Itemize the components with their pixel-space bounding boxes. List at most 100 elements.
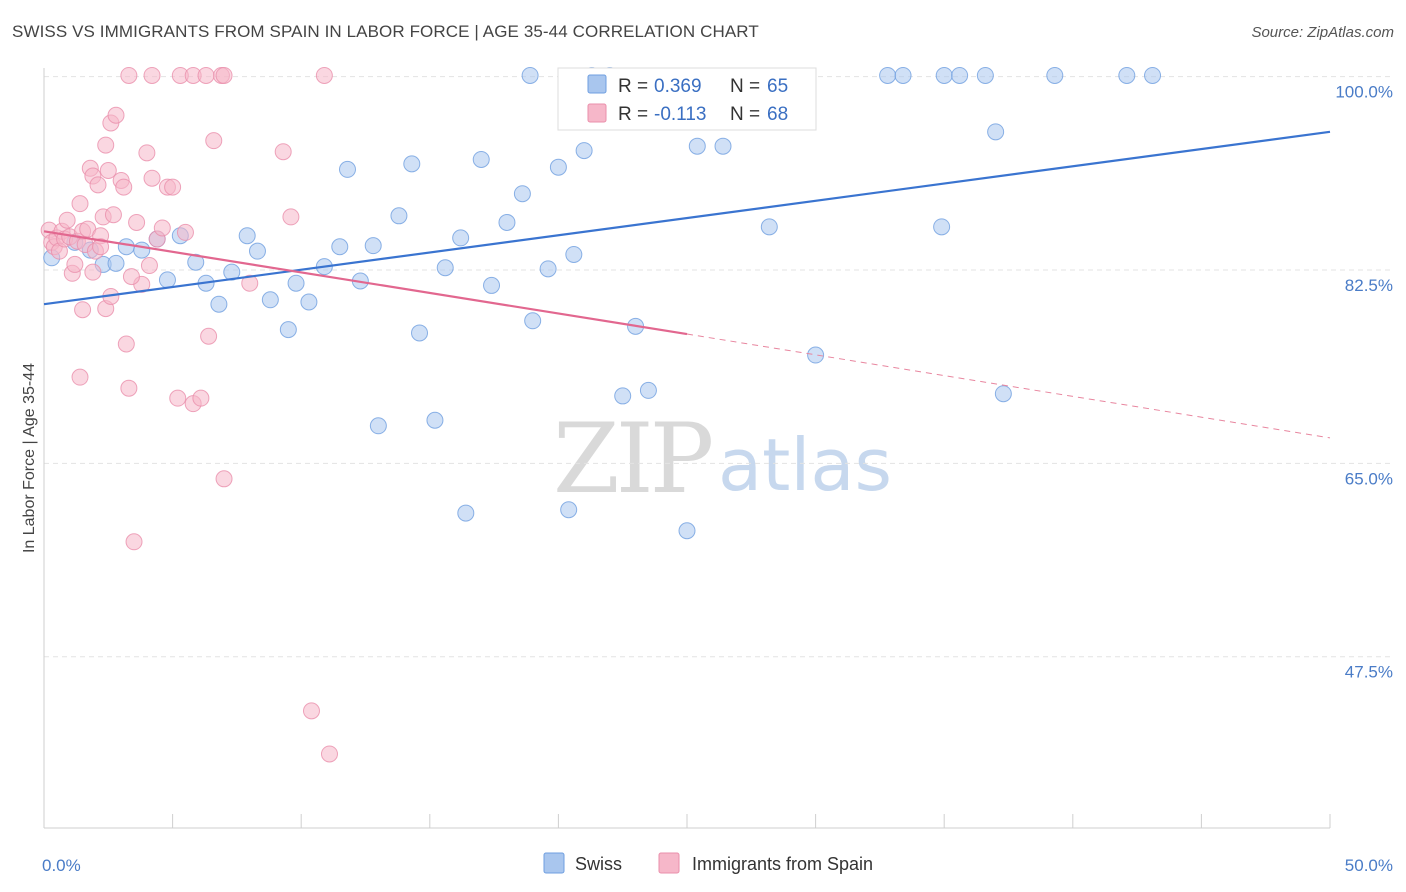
bottom-legend: Swiss Immigrants from Spain — [543, 852, 873, 874]
spain-point-37 — [138, 144, 156, 162]
swiss-point-36 — [513, 185, 531, 203]
swiss-point-33 — [472, 150, 490, 168]
spain-point-57 — [143, 66, 161, 84]
axes — [43, 68, 1331, 829]
source-label: Source: ZipAtlas.com — [1251, 24, 1394, 41]
spain-point-46 — [192, 389, 210, 407]
swiss-point-49 — [688, 137, 706, 155]
spain-point-52 — [274, 143, 292, 161]
spain-point-44 — [176, 223, 194, 241]
swiss-point-61 — [1046, 66, 1064, 84]
legend-swatch-swiss — [587, 74, 607, 94]
legend-r-label-spain: R = — [618, 104, 648, 125]
y-tick-label-0: 100.0% — [1335, 83, 1393, 102]
swiss-point-38 — [539, 260, 557, 278]
swiss-point-54 — [894, 66, 912, 84]
bottom-legend-swatch-spain — [658, 852, 680, 874]
legend-n-value-spain: 68 — [767, 104, 788, 125]
watermark-zip: ZIP — [553, 403, 712, 515]
swiss-point-21 — [331, 238, 349, 256]
swiss-point-45 — [614, 387, 632, 405]
spain-point-42 — [164, 178, 182, 196]
swiss-point-56 — [935, 66, 953, 84]
legend-n-value-swiss: 65 — [767, 76, 788, 97]
swiss-point-42 — [575, 142, 593, 160]
swiss-point-16 — [261, 291, 279, 309]
swiss-point-30 — [436, 259, 454, 277]
swiss-point-4 — [107, 254, 125, 272]
swiss-trend-line — [43, 130, 1331, 306]
swiss-point-25 — [369, 417, 387, 435]
spain-point-55 — [320, 745, 338, 763]
swiss-point-52 — [807, 346, 825, 364]
series-spain-points — [40, 66, 338, 763]
swiss-point-32 — [457, 504, 475, 522]
swiss-point-13 — [223, 263, 241, 281]
series-swiss-points — [43, 66, 1162, 540]
spain-point-19 — [89, 176, 107, 194]
spain-point-7 — [58, 211, 76, 229]
watermark: ZIP atlas — [553, 403, 892, 515]
spain-point-47 — [200, 327, 218, 345]
spain-trend-line — [43, 230, 688, 336]
x-tick-label-1: 50.0% — [1345, 856, 1393, 875]
spain-point-56 — [120, 66, 138, 84]
spain-point-12 — [71, 195, 89, 213]
spain-point-34 — [120, 379, 138, 397]
swiss-point-10 — [187, 253, 205, 271]
swiss-point-27 — [403, 155, 421, 173]
bottom-legend-label-swiss: Swiss — [575, 854, 622, 874]
spain-point-65 — [140, 257, 158, 275]
spain-point-53 — [282, 208, 300, 226]
spain-point-66 — [84, 263, 102, 281]
spain-point-50 — [215, 470, 233, 488]
gridlines — [44, 76, 1394, 658]
x-tick-labels: 0.0% 50.0% — [42, 856, 1393, 875]
spain-point-10 — [66, 255, 84, 273]
swiss-point-35 — [498, 213, 516, 231]
chart-title: SWISS VS IMMIGRANTS FROM SPAIN IN LABOR … — [12, 22, 759, 41]
spain-point-60 — [197, 66, 215, 84]
swiss-point-51 — [760, 218, 778, 236]
swiss-point-8 — [158, 271, 176, 289]
y-tick-label-1: 82.5% — [1345, 276, 1393, 295]
swiss-point-41 — [565, 245, 583, 263]
spain-point-54 — [302, 702, 320, 720]
swiss-point-60 — [994, 385, 1012, 403]
spain-point-30 — [74, 301, 92, 319]
swiss-point-5 — [117, 238, 135, 256]
y-tick-labels: 100.0% 82.5% 65.0% 47.5% — [1335, 83, 1393, 682]
legend-r-label-swiss: R = — [618, 76, 648, 97]
spain-point-48 — [205, 132, 223, 150]
spain-point-62 — [315, 66, 333, 84]
swiss-point-6 — [133, 241, 151, 259]
spain-trend-extension — [686, 333, 1331, 439]
swiss-point-17 — [279, 321, 297, 339]
swiss-point-19 — [300, 293, 318, 311]
swiss-point-12 — [210, 295, 228, 313]
spain-point-22 — [97, 136, 115, 154]
trend-lines — [43, 130, 1331, 439]
y-tick-label-3: 47.5% — [1345, 663, 1393, 682]
bottom-legend-label-spain: Immigrants from Spain — [692, 854, 873, 874]
y-tick-label-2: 65.0% — [1345, 469, 1393, 488]
spain-point-38 — [143, 169, 161, 187]
legend-n-label-spain: N = — [730, 104, 760, 125]
swiss-point-34 — [483, 276, 501, 294]
swiss-point-64 — [521, 66, 539, 84]
legend-n-label-swiss: N = — [730, 76, 760, 97]
y-axis-title: In Labor Force | Age 35-44 — [21, 363, 38, 553]
spain-point-63 — [125, 533, 143, 551]
swiss-point-14 — [238, 227, 256, 245]
swiss-point-62 — [1118, 66, 1136, 84]
swiss-point-50 — [714, 137, 732, 155]
swiss-point-58 — [976, 66, 994, 84]
spain-point-61 — [215, 66, 233, 84]
spain-point-35 — [128, 213, 146, 231]
spain-point-64 — [122, 268, 140, 286]
spain-point-23 — [99, 162, 117, 180]
swiss-point-55 — [933, 218, 951, 236]
x-tick-label-0: 0.0% — [42, 856, 81, 875]
watermark-atlas: atlas — [718, 423, 892, 507]
